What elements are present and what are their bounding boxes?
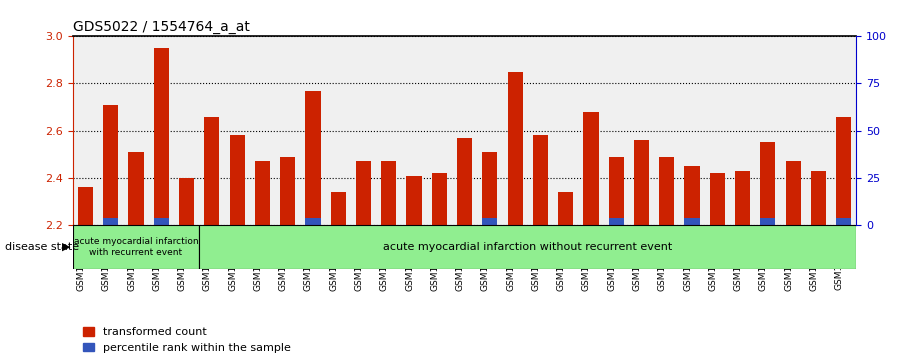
- Bar: [583, 112, 599, 225]
- Bar: [609, 218, 624, 225]
- Bar: [128, 152, 144, 225]
- FancyBboxPatch shape: [73, 225, 200, 269]
- Bar: [785, 162, 801, 225]
- FancyBboxPatch shape: [200, 225, 856, 269]
- Bar: [836, 117, 851, 225]
- Bar: [710, 173, 725, 225]
- Bar: [103, 105, 118, 225]
- Bar: [684, 166, 700, 225]
- Bar: [533, 135, 548, 225]
- Bar: [305, 91, 321, 225]
- Bar: [381, 162, 396, 225]
- Bar: [103, 218, 118, 225]
- Bar: [660, 157, 674, 225]
- Bar: [634, 140, 650, 225]
- Bar: [457, 138, 472, 225]
- Bar: [558, 192, 573, 225]
- Text: acute myocardial infarction without recurrent event: acute myocardial infarction without recu…: [384, 242, 672, 252]
- Bar: [684, 218, 700, 225]
- Bar: [331, 192, 346, 225]
- Bar: [280, 157, 295, 225]
- Bar: [154, 48, 169, 225]
- Bar: [179, 178, 194, 225]
- Bar: [204, 117, 220, 225]
- Bar: [836, 218, 851, 225]
- Bar: [507, 72, 523, 225]
- Bar: [761, 218, 775, 225]
- Bar: [609, 157, 624, 225]
- Bar: [406, 176, 422, 225]
- Text: ▶: ▶: [62, 242, 70, 252]
- Bar: [356, 162, 371, 225]
- Bar: [482, 218, 497, 225]
- Bar: [761, 143, 775, 225]
- Text: GDS5022 / 1554764_a_at: GDS5022 / 1554764_a_at: [73, 20, 250, 34]
- Bar: [230, 135, 245, 225]
- Bar: [255, 162, 270, 225]
- Bar: [432, 173, 447, 225]
- Bar: [811, 171, 826, 225]
- Text: acute myocardial infarction
with recurrent event: acute myocardial infarction with recurre…: [74, 237, 199, 257]
- Bar: [305, 218, 321, 225]
- Bar: [154, 218, 169, 225]
- Bar: [735, 171, 750, 225]
- Bar: [78, 187, 93, 225]
- Text: disease state: disease state: [5, 242, 78, 252]
- Legend: transformed count, percentile rank within the sample: transformed count, percentile rank withi…: [78, 323, 295, 358]
- Bar: [482, 152, 497, 225]
